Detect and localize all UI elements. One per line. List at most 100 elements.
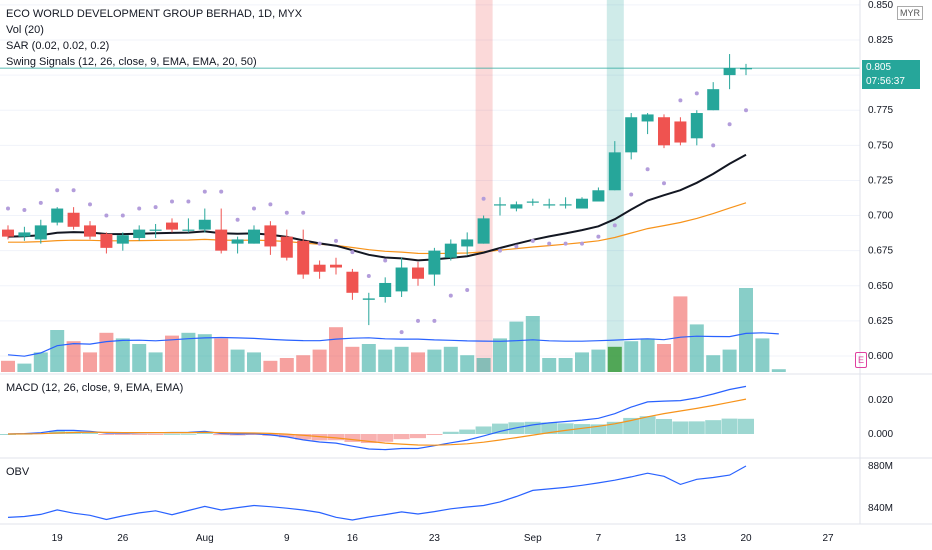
candle-body — [740, 68, 752, 70]
candle-body — [231, 239, 244, 244]
candle-body — [477, 218, 490, 244]
volume-bar — [197, 334, 212, 372]
volume-bar — [17, 363, 32, 372]
sar-indicator-label[interactable]: SAR (0.02, 0.02, 0.2) — [6, 40, 110, 52]
volume-bar — [181, 332, 196, 372]
volume-bar — [771, 369, 786, 372]
candle-body — [100, 233, 113, 248]
time-tick-label: 7 — [596, 533, 602, 544]
volume-bar — [279, 358, 294, 372]
candle-body — [444, 243, 457, 258]
obv-tick-label: 880M — [868, 461, 893, 472]
macd-hist-bar — [229, 434, 246, 436]
price-tick-label: 0.650 — [868, 281, 893, 292]
macd-hist-bar — [360, 434, 377, 444]
earnings-marker-icon[interactable]: E — [855, 352, 867, 368]
pane-separators[interactable] — [0, 0, 932, 525]
candle-body — [608, 152, 621, 191]
volume-bar — [33, 352, 48, 372]
candle-body — [51, 208, 64, 223]
macd-tick-label: 0.020 — [868, 395, 893, 406]
candle-body — [412, 267, 424, 279]
macd-hist-bar — [410, 434, 426, 439]
volume-bar — [247, 352, 261, 372]
price-axis[interactable]: 0.8500.8250.8000.7750.7500.7250.7000.675… — [868, 0, 893, 362]
candle-body — [297, 240, 310, 275]
obv-pane-label[interactable]: OBV — [6, 466, 30, 478]
macd-hist-bar — [672, 421, 689, 434]
sar-dot — [448, 293, 453, 298]
swing-signals-label[interactable]: Swing Signals (12, 26, close, 9, EMA, EM… — [6, 56, 257, 68]
candle-body — [2, 229, 14, 237]
candle-body — [576, 198, 588, 209]
volume-bar — [755, 338, 770, 372]
candle-body — [526, 201, 539, 203]
volume-bar — [607, 346, 622, 372]
volume-bar — [263, 360, 278, 372]
sar-dot — [547, 241, 552, 246]
macd-hist-bar — [311, 434, 328, 441]
candle-body — [18, 232, 31, 237]
macd-hist-bar — [131, 434, 148, 435]
macd-hist-bar — [426, 434, 443, 435]
candle-body — [559, 204, 572, 206]
candle-body — [592, 190, 605, 202]
macd-hist-bar — [0, 434, 16, 435]
volume-bar — [115, 338, 130, 372]
volume-bar — [542, 358, 557, 372]
volume-bar — [525, 316, 540, 372]
volume-bar — [640, 338, 655, 372]
candle-body — [362, 298, 375, 300]
macd-hist-bar — [246, 434, 262, 435]
sar-dot — [399, 330, 404, 335]
sar-dot — [530, 238, 535, 243]
macd-hist-bar — [705, 420, 722, 434]
volume-bar — [657, 344, 671, 372]
price-tick-label: 0.700 — [868, 211, 893, 222]
time-tick-label: 19 — [52, 533, 64, 544]
volume-indicator-label[interactable]: Vol (20) — [6, 24, 44, 36]
candle-body — [641, 114, 654, 122]
volume-bar — [575, 352, 589, 372]
volume-bar — [558, 358, 573, 372]
candle-body — [67, 212, 80, 227]
volume-bar — [722, 349, 737, 372]
volume-bar — [394, 346, 409, 372]
sar-dot — [22, 207, 27, 212]
candle-body — [215, 229, 228, 251]
volume-bar — [706, 355, 721, 372]
macd-hist-bar — [492, 423, 508, 434]
time-axis[interactable]: 19 26 Aug 9 16 23 Sep 7 13 20 27 — [52, 533, 834, 544]
volume-bar — [378, 349, 393, 372]
symbol-title: ECO WORLD DEVELOPMENT GROUP BERHAD, 1D, … — [6, 8, 303, 20]
sar-dot — [481, 196, 486, 201]
candle-body — [330, 264, 342, 268]
volume-bar — [1, 360, 15, 372]
currency-badge[interactable]: MYR — [897, 6, 923, 20]
time-tick-label: 9 — [284, 533, 290, 544]
signal-shade — [475, 0, 493, 372]
macd-hist-bar — [196, 432, 213, 434]
sar-dot — [727, 122, 732, 127]
macd-tick-label: 0.000 — [868, 429, 893, 440]
candle-body — [166, 222, 178, 230]
volume-bar — [99, 332, 114, 372]
candle-body — [723, 68, 736, 76]
sar-dot — [629, 192, 634, 197]
price-tick-label: 0.725 — [868, 175, 893, 186]
ema-fast-line — [7, 153, 747, 262]
macd-pane-label[interactable]: MACD (12, 26, close, 9, EMA, EMA) — [6, 382, 184, 394]
candle-body — [690, 113, 703, 139]
sar-dot — [580, 241, 584, 246]
volume-bar — [591, 349, 606, 372]
signal-shading — [475, 0, 624, 372]
last-price-label: 0.805 — [862, 60, 920, 75]
price-tick-label: 0.825 — [868, 35, 893, 46]
candle-body — [461, 239, 474, 247]
candle-body — [379, 282, 392, 298]
candle-body — [248, 229, 260, 244]
macd-hist-bar — [590, 424, 607, 434]
volume-bar — [443, 346, 458, 372]
sar-dot — [596, 234, 601, 239]
